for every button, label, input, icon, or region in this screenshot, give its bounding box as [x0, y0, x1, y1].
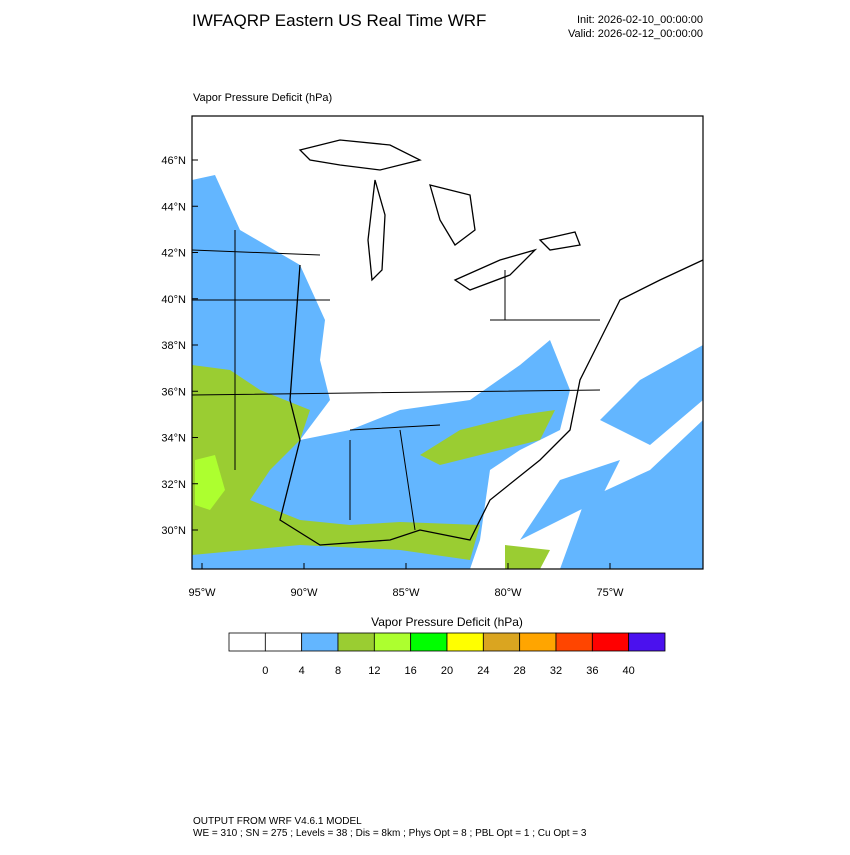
- colorbar-label: 24: [477, 665, 489, 677]
- lon-label: 75°W: [596, 587, 624, 599]
- colorbar-box: [482, 632, 521, 652]
- lat-label: 46°N: [161, 155, 186, 167]
- map-subtitle: Vapor Pressure Deficit (hPa): [193, 92, 332, 104]
- lon-label: 95°W: [188, 587, 216, 599]
- lake-michigan: [367, 179, 386, 282]
- colorbar-label: 36: [586, 665, 598, 677]
- lat-label: 34°N: [161, 433, 186, 445]
- lake-erie: [453, 248, 538, 291]
- colorbar-label: 0: [262, 665, 268, 677]
- lat-label: 38°N: [161, 340, 186, 352]
- colorbar-label: 28: [514, 665, 526, 677]
- colorbar-box: [337, 632, 375, 652]
- colorbar-label: 20: [441, 665, 453, 677]
- valid-time: Valid: 2026-02-12_00:00:00: [568, 28, 703, 40]
- lake-huron: [429, 184, 476, 246]
- vpd-field-green: [420, 410, 555, 569]
- lat-label: 42°N: [161, 248, 186, 260]
- init-time: Init: 2026-02-10_00:00:00: [577, 14, 703, 26]
- colorbar-box: [264, 632, 303, 652]
- state-borders: [192, 230, 601, 531]
- colorbar-label: 16: [405, 665, 417, 677]
- colorbar-box: [555, 632, 593, 652]
- lon-axis: 95°W 90°W 85°W 80°W 75°W: [188, 563, 624, 599]
- colorbar-box: [410, 632, 448, 652]
- map: [191, 115, 704, 570]
- lat-label: 44°N: [161, 201, 186, 213]
- lon-label: 80°W: [494, 587, 522, 599]
- map-frame: [191, 115, 704, 570]
- colorbar-title: Vapor Pressure Deficit (hPa): [371, 615, 523, 629]
- footer-line: WE = 310 ; SN = 275 ; Levels = 38 ; Dis …: [193, 828, 587, 839]
- lake-superior: [298, 139, 422, 171]
- coastline: [279, 259, 703, 546]
- colorbar: 0 4 8 12 16 20 24 28 32 36 40: [228, 632, 666, 677]
- lat-label: 40°N: [161, 294, 186, 306]
- colorbar-label: 32: [550, 665, 562, 677]
- colorbar-box: [228, 632, 266, 652]
- vpd-field-green: [192, 365, 480, 560]
- lake-ontario: [538, 231, 581, 251]
- lat-axis: 46°N 44°N 42°N 40°N 38°N 36°N 34°N 32°N 30°N: [161, 155, 198, 537]
- lon-label: 85°W: [392, 587, 420, 599]
- vpd-field-lightgreen: [195, 455, 225, 510]
- vpd-field-blue: [192, 175, 570, 569]
- ocean-field: [520, 345, 703, 569]
- colorbar-label: 12: [368, 665, 380, 677]
- footer-line: OUTPUT FROM WRF V4.6.1 MODEL: [193, 816, 362, 827]
- colorbar-label: 40: [623, 665, 635, 677]
- colorbar-label: 8: [335, 665, 341, 677]
- colorbar-box: [373, 632, 412, 652]
- colorbar-label: 4: [299, 665, 305, 677]
- lat-label: 30°N: [161, 525, 186, 537]
- colorbar-box: [628, 632, 666, 652]
- title: IWFAQRP Eastern US Real Time WRF: [192, 11, 486, 30]
- colorbar-box: [301, 632, 339, 652]
- lat-label: 36°N: [161, 386, 186, 398]
- lat-label: 32°N: [161, 479, 186, 491]
- colorbar-box: [591, 632, 630, 652]
- colorbar-box: [446, 632, 484, 652]
- lon-label: 90°W: [290, 587, 318, 599]
- colorbar-box: [519, 632, 557, 652]
